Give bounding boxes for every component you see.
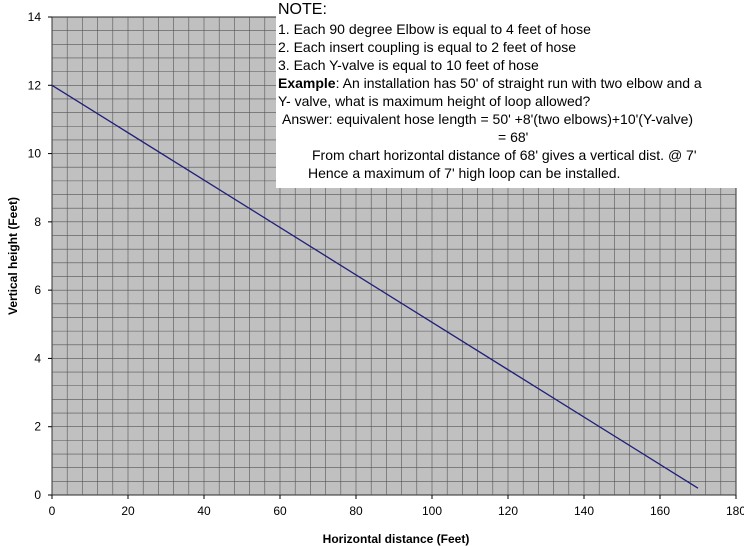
x-tick-label: 100 [422, 504, 442, 518]
x-tick-label: 60 [273, 504, 287, 518]
example-line: Example: An installation has 50' of stra… [278, 74, 744, 92]
note-item-coupling: 2. Each insert coupling is equal to 2 fe… [278, 39, 577, 55]
note-title: NOTE: [278, 1, 327, 18]
x-axis-title: Horizontal distance (Feet) [323, 532, 470, 546]
y-tick-label: 8 [34, 215, 41, 229]
note-item-elbow: 1. Each 90 degree Elbow is equal to 4 fe… [278, 21, 591, 37]
x-tick-label: 180 [726, 504, 744, 518]
y-tick-label: 2 [34, 420, 41, 434]
x-tick-label: 80 [349, 504, 363, 518]
conclusion-line: Hence a maximum of 7' high loop can be i… [308, 165, 621, 181]
y-tick-label: 6 [34, 283, 41, 297]
y-axis-ticks: 0 2 4 6 8 10 12 14 [28, 10, 52, 502]
x-tick-label: 0 [49, 504, 56, 518]
example-text: : An installation has 50' of straight ru… [335, 75, 702, 91]
example-label: Example [278, 75, 336, 91]
series-layer [51, 84, 699, 489]
x-tick-label: 20 [121, 504, 135, 518]
example-question: Y- valve, what is maximum height of loop… [278, 93, 591, 109]
y-tick-label: 10 [28, 147, 42, 161]
chart-reading-line: From chart horizontal distance of 68' gi… [312, 147, 697, 163]
note-item-y-valve: 3. Each Y-valve is equal to 10 feet of h… [278, 57, 539, 73]
x-tick-label: 120 [498, 504, 518, 518]
y-tick-label: 4 [34, 351, 41, 365]
y-tick-label: 12 [28, 78, 42, 92]
x-tick-label: 140 [574, 504, 594, 518]
x-tick-label: 160 [650, 504, 670, 518]
note-box: NOTE: 1. Each 90 degree Elbow is equal t… [276, 0, 744, 188]
answer-line: Answer: equivalent hose length = 50' +8'… [282, 111, 694, 127]
x-tick-label: 40 [197, 504, 211, 518]
answer-total: = 68' [498, 129, 529, 145]
x-axis-ticks: 0 20 40 60 80 100 120 140 160 180 [49, 495, 744, 518]
y-tick-label: 14 [28, 10, 42, 24]
y-axis-title: Vertical height (Feet) [6, 197, 20, 315]
y-tick-label: 0 [34, 488, 41, 502]
series-line [51, 84, 699, 489]
